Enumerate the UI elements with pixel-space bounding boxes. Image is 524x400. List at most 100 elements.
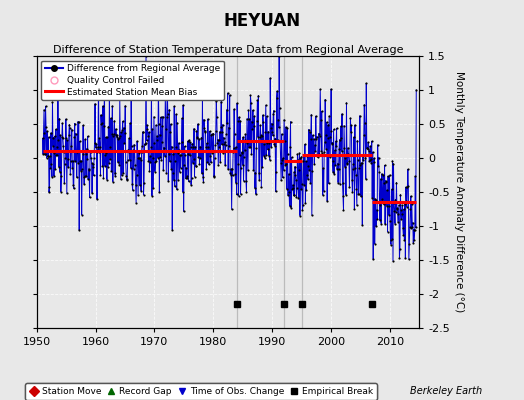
Point	[129, 166, 138, 172]
Point	[40, 106, 48, 113]
Point	[379, 180, 388, 186]
Point	[382, 179, 390, 185]
Point	[223, 120, 232, 126]
Point	[101, 163, 109, 169]
Point	[120, 140, 128, 146]
Point	[157, 114, 165, 120]
Point	[216, 158, 224, 165]
Point	[70, 134, 79, 140]
Point	[362, 80, 370, 86]
Point	[57, 172, 66, 179]
Point	[361, 120, 369, 126]
Point	[404, 183, 412, 189]
Point	[375, 154, 383, 161]
Point	[243, 140, 252, 146]
Point	[343, 160, 351, 166]
Point	[125, 149, 133, 155]
Point	[115, 135, 123, 142]
Point	[106, 156, 114, 162]
Point	[243, 116, 251, 122]
Point	[378, 196, 386, 202]
Point	[168, 226, 177, 233]
Point	[75, 227, 83, 233]
Point	[402, 203, 411, 210]
Point	[96, 143, 104, 150]
Point	[380, 162, 389, 169]
Point	[198, 170, 206, 177]
Point	[155, 120, 163, 127]
Point	[283, 151, 292, 157]
Point	[387, 186, 396, 192]
Point	[366, 143, 375, 149]
Point	[235, 152, 244, 158]
Point	[183, 175, 191, 182]
Point	[94, 144, 102, 150]
Point	[110, 118, 118, 124]
Point	[200, 125, 209, 132]
Point	[51, 166, 60, 172]
Point	[210, 174, 218, 180]
Point	[97, 121, 106, 128]
Point	[371, 196, 379, 202]
Point	[309, 151, 318, 158]
Point	[179, 208, 188, 214]
Point	[270, 143, 279, 149]
Point	[53, 143, 61, 150]
Point	[88, 160, 96, 166]
Point	[272, 94, 281, 101]
Point	[139, 129, 147, 136]
Point	[73, 118, 82, 125]
Point	[116, 176, 125, 182]
Point	[117, 129, 125, 136]
Point	[199, 178, 208, 185]
Point	[401, 255, 410, 261]
Point	[75, 138, 84, 145]
Point	[162, 114, 171, 120]
Point	[224, 124, 233, 131]
Point	[133, 172, 141, 178]
Point	[254, 92, 263, 99]
Point	[411, 224, 420, 231]
Point	[77, 168, 85, 174]
Point	[179, 102, 187, 108]
Point	[52, 126, 60, 132]
Point	[101, 152, 110, 158]
Point	[214, 137, 223, 143]
Point	[143, 126, 151, 132]
Point	[386, 237, 395, 243]
Point	[266, 156, 274, 163]
Point	[280, 116, 288, 123]
Point	[405, 256, 413, 262]
Point	[342, 192, 350, 198]
Point	[330, 170, 339, 177]
Point	[180, 143, 189, 150]
Point	[258, 163, 267, 170]
Point	[244, 167, 252, 174]
Point	[203, 159, 212, 166]
Point	[332, 125, 341, 132]
Point	[128, 181, 136, 188]
Point	[314, 152, 322, 158]
Point	[124, 147, 133, 153]
Point	[379, 172, 387, 178]
Point	[340, 207, 348, 213]
Point	[385, 172, 394, 178]
Point	[400, 236, 409, 243]
Point	[292, 177, 300, 183]
Point	[60, 148, 68, 155]
Point	[123, 177, 131, 183]
Point	[181, 152, 189, 158]
Point	[212, 98, 221, 104]
Point	[49, 134, 58, 141]
Point	[122, 172, 130, 179]
Point	[54, 164, 63, 170]
Point	[188, 140, 196, 147]
Point	[324, 180, 333, 186]
Point	[156, 132, 164, 138]
Point	[333, 160, 342, 167]
Point	[134, 154, 142, 161]
Point	[62, 135, 71, 141]
Point	[113, 132, 122, 138]
Point	[395, 254, 403, 261]
Point	[263, 140, 271, 146]
